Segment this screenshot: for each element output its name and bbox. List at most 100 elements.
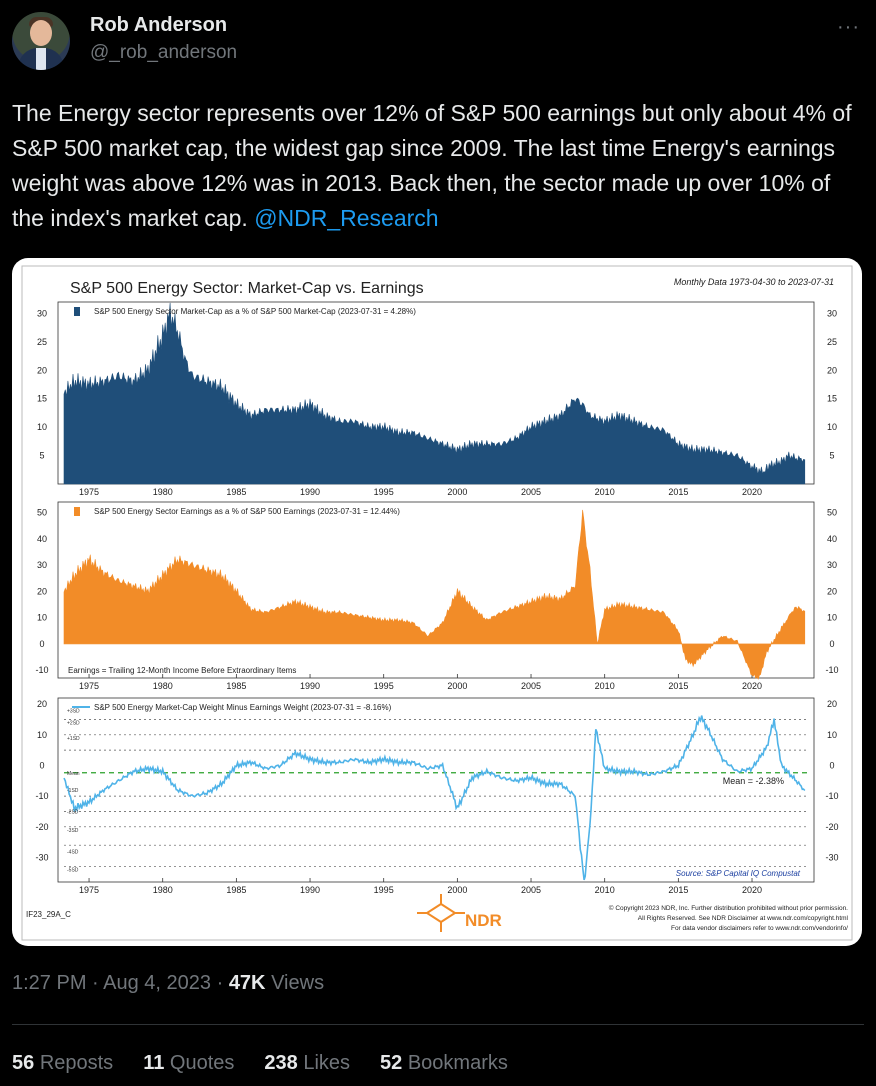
sd-tick-label: -2SD: [67, 809, 79, 815]
y-tick-left: -10: [35, 791, 48, 801]
copyright-2: All Rights Reserved. See NDR Disclaimer …: [638, 915, 849, 922]
x-tick-label: 2015: [668, 681, 688, 691]
tweet-text: The Energy sector represents over 12% of…: [12, 96, 864, 236]
x-tick-label: 1995: [374, 885, 394, 895]
reposts-label: Reposts: [39, 1052, 114, 1074]
y-tick-right: -10: [825, 665, 838, 675]
x-tick-label: 1985: [226, 487, 246, 497]
x-tick-label: 2020: [742, 487, 762, 497]
x-tick-label: 1990: [300, 681, 320, 691]
y-tick-left: -20: [35, 822, 48, 832]
tweet-body: The Energy sector represents over 12% of…: [12, 100, 852, 231]
y-tick-left: 30: [37, 308, 47, 318]
legend-label-2: S&P 500 Energy Market-Cap Weight Minus E…: [94, 703, 392, 712]
y-tick-right: 30: [827, 560, 837, 570]
y-tick-left: -30: [35, 852, 48, 862]
y-tick-left: 40: [37, 534, 47, 544]
y-tick-right: 20: [827, 699, 837, 709]
y-tick-right: 5: [829, 451, 834, 461]
chart-title: S&P 500 Energy Sector: Market-Cap vs. Ea…: [70, 280, 424, 297]
sd-tick-label: +1SD: [67, 736, 80, 742]
panel-frame-2: [57, 697, 815, 883]
y-tick-right: -10: [825, 791, 838, 801]
sd-tick-label: -5SD: [67, 868, 79, 874]
y-tick-right: 50: [827, 508, 837, 518]
y-tick-left: 20: [37, 699, 47, 709]
y-tick-right: 25: [827, 337, 837, 347]
x-tick-label: 1975: [79, 487, 99, 497]
source-label: Source: S&P Capital IQ Compustat: [676, 869, 801, 878]
bookmarks-label: Bookmarks: [407, 1052, 508, 1074]
mean-label: Mean = -2.38%: [723, 776, 784, 786]
x-tick-label: 1975: [79, 681, 99, 691]
x-tick-label: 1990: [300, 487, 320, 497]
y-tick-left: 25: [37, 337, 47, 347]
quotes-stat[interactable]: 11 Quotes: [143, 1052, 234, 1075]
tweet-time[interactable]: 1:27 PM: [12, 972, 87, 994]
y-tick-right: 10: [827, 422, 837, 432]
x-tick-label: 2000: [447, 487, 467, 497]
y-tick-right: 15: [827, 394, 837, 404]
y-tick-left: 30: [37, 560, 47, 570]
y-tick-left: 0: [39, 639, 44, 649]
sd-tick-label: -3SD: [67, 828, 79, 834]
bookmarks-stat[interactable]: 52 Bookmarks: [380, 1052, 508, 1075]
y-tick-right: 0: [829, 760, 834, 770]
series-line-2: [63, 715, 806, 881]
tweet-media-chart[interactable]: S&P 500 Energy Sector: Market-Cap vs. Ea…: [12, 258, 862, 946]
tweet-meta: 1:27 PM · Aug 4, 2023 · 47K Views: [12, 972, 325, 994]
tweet-header: Rob Anderson @_rob_anderson ···: [12, 12, 864, 72]
bookmarks-count: 52: [380, 1052, 403, 1074]
ndr-brand: NDR: [465, 911, 502, 930]
sd-tick-label: -4SD: [67, 849, 79, 855]
x-tick-label: 1980: [153, 487, 173, 497]
display-name[interactable]: Rob Anderson: [90, 14, 228, 36]
more-horizontal-icon[interactable]: ···: [837, 16, 860, 38]
chart-subtitle: Monthly Data 1973-04-30 to 2023-07-31: [674, 277, 834, 287]
legend-label-1: S&P 500 Energy Sector Earnings as a % of…: [94, 507, 400, 516]
x-tick-label: 1990: [300, 885, 320, 895]
avatar[interactable]: [12, 12, 70, 70]
x-tick-label: 2010: [595, 487, 615, 497]
y-tick-left: 50: [37, 508, 47, 518]
y-tick-right: 10: [827, 613, 837, 623]
legend-swatch-1: [74, 507, 80, 516]
y-tick-right: 20: [827, 365, 837, 375]
x-tick-label: 2005: [521, 885, 541, 895]
copyright-3: For data vendor disclaimers refer to www…: [671, 925, 848, 932]
sd-tick-label: +3SD: [67, 708, 80, 714]
y-tick-left: 10: [37, 422, 47, 432]
tweet-date[interactable]: Aug 4, 2023: [103, 972, 212, 994]
legend-label-0: S&P 500 Energy Sector Market-Cap as a % …: [94, 307, 416, 316]
x-tick-label: 1980: [153, 681, 173, 691]
y-tick-right: -30: [825, 852, 838, 862]
x-tick-label: 1995: [374, 487, 394, 497]
handle[interactable]: @_rob_anderson: [90, 42, 238, 63]
x-tick-label: 1980: [153, 885, 173, 895]
views-label: Views: [271, 972, 325, 994]
reposts-count: 56: [12, 1052, 35, 1074]
chart-code: IF23_29A_C: [26, 910, 71, 919]
quotes-label: Quotes: [169, 1052, 235, 1074]
ndr-logo: NDR: [417, 894, 502, 932]
sd-tick-label: Mean: [67, 771, 80, 777]
panel-frame-1: [57, 501, 815, 679]
mention-link[interactable]: @NDR_Research: [254, 205, 439, 231]
y-tick-left: 0: [39, 760, 44, 770]
y-tick-right: 40: [827, 534, 837, 544]
x-tick-label: 2010: [595, 681, 615, 691]
sd-tick-label: -1SD: [67, 788, 79, 794]
likes-stat[interactable]: 238 Likes: [264, 1052, 350, 1075]
copyright-1: © Copyright 2023 NDR, Inc. Further distr…: [609, 904, 848, 912]
x-tick-label: 2020: [742, 885, 762, 895]
sd-tick-label: +2SD: [67, 721, 80, 727]
chart-svg: S&P 500 Energy Sector: Market-Cap vs. Ea…: [21, 265, 853, 941]
x-tick-label: 1985: [226, 681, 246, 691]
x-tick-label: 2005: [521, 487, 541, 497]
x-tick-label: 1995: [374, 681, 394, 691]
likes-label: Likes: [303, 1052, 351, 1074]
tweet-stats: 56 Reposts 11 Quotes 238 Likes 52 Bookma…: [12, 1052, 508, 1075]
y-tick-left: 10: [37, 613, 47, 623]
earnings-note: Earnings = Trailing 12-Month Income Befo…: [68, 666, 296, 675]
reposts-stat[interactable]: 56 Reposts: [12, 1052, 113, 1075]
